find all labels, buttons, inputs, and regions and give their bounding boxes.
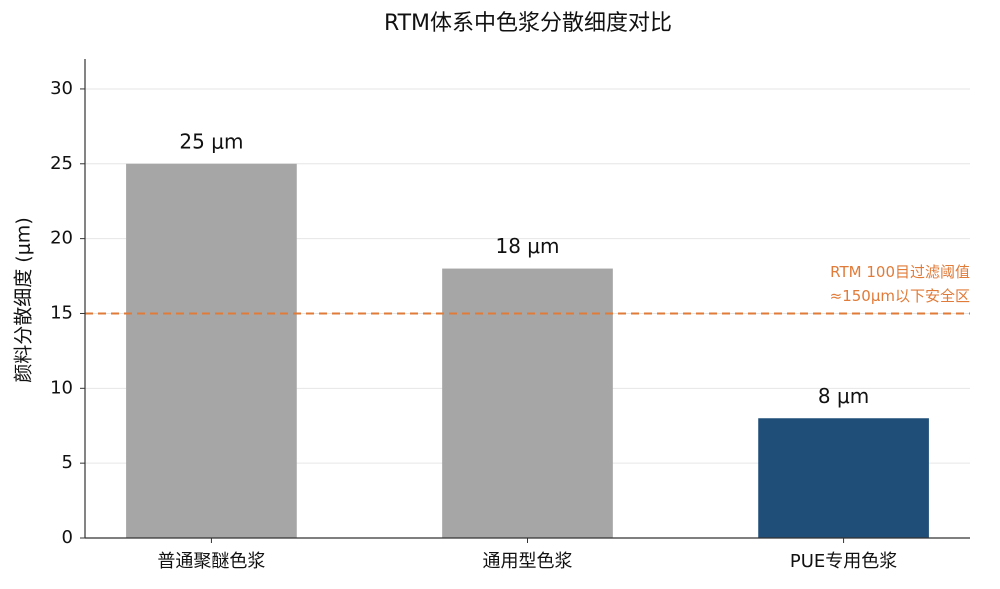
value-label: 25 μm	[179, 129, 243, 153]
x-tick-label: 通用型色浆	[483, 551, 573, 572]
bar	[442, 268, 613, 538]
y-tick-label: 5	[62, 452, 73, 473]
y-tick-label: 15	[50, 302, 73, 323]
y-tick-label: 0	[62, 527, 73, 548]
bar	[126, 163, 297, 538]
x-tick-label: 普通聚醚色浆	[157, 551, 265, 572]
y-tick-label: 20	[50, 228, 73, 249]
y-tick-label: 30	[50, 78, 73, 99]
value-label: 18 μm	[495, 234, 559, 258]
reference-label: RTM 100目过滤阈值	[830, 263, 970, 281]
y-axis-label: 颜料分散细度 (μm)	[13, 217, 35, 382]
x-tick-label: PUE专用色浆	[790, 551, 897, 572]
bar	[758, 418, 929, 538]
reference-label: ≈150μm以下安全区	[830, 287, 970, 305]
y-tick-label: 25	[50, 153, 73, 174]
y-tick-label: 10	[50, 377, 73, 398]
value-label: 8 μm	[818, 384, 869, 408]
chart-title: RTM体系中色浆分散细度对比	[384, 11, 672, 36]
